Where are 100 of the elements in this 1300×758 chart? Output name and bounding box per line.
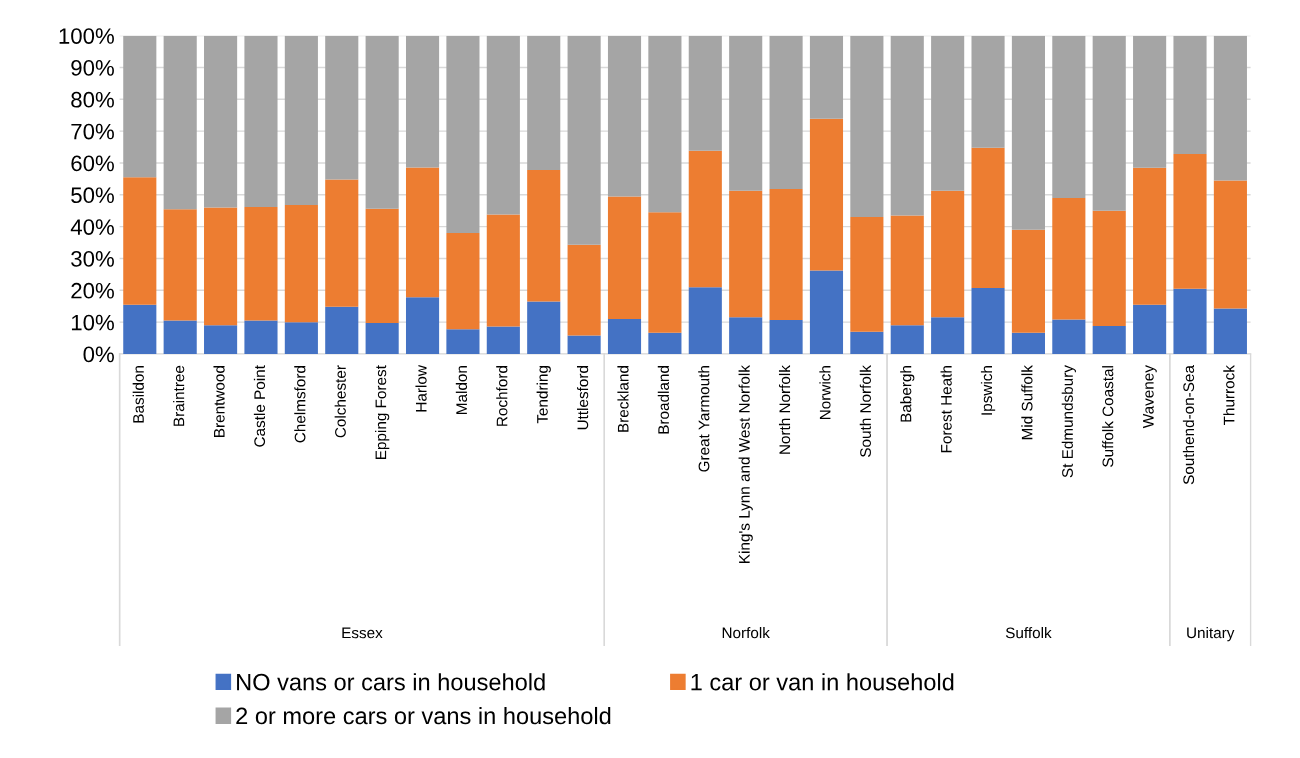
bar: [1092, 35, 1126, 211]
x-tick-label: Maldon: [455, 366, 468, 414]
bar: [1092, 210, 1126, 326]
bar: [809, 270, 844, 354]
bar: [204, 35, 238, 208]
x-tick-label: Chelmsford: [294, 366, 306, 443]
bar: [284, 35, 318, 205]
bar: [163, 209, 197, 321]
bar: [446, 329, 480, 354]
x-tick-label: Rochford: [496, 366, 508, 426]
y-tick-label: 90%: [71, 60, 114, 76]
bar: [123, 177, 157, 305]
x-tick-label: Castle Point: [253, 365, 266, 447]
bar: [931, 190, 965, 318]
bar: [486, 214, 520, 327]
x-tick-label: King's Lynn and West Norfolk: [738, 365, 753, 563]
text: Suffolk: [1005, 627, 1052, 639]
y-tick-label: 80%: [71, 91, 114, 108]
bar: [1133, 304, 1167, 354]
y-tick-label: 40%: [70, 219, 114, 235]
bar: [244, 35, 278, 207]
bar: [931, 317, 965, 354]
legend-label: 1 car or van in household: [691, 673, 954, 691]
x-tick-label: Tendring: [536, 366, 551, 424]
bar: [163, 35, 197, 210]
x-tick-label: Babergh: [900, 366, 915, 422]
bar: [729, 35, 763, 191]
bar: [769, 189, 803, 320]
bar: [648, 212, 682, 333]
bar: [1092, 325, 1126, 354]
bar: [405, 35, 440, 168]
text: Unitary: [1187, 627, 1235, 642]
bar: [284, 322, 318, 354]
bar: [850, 35, 884, 218]
y-tick-label: 100%: [59, 28, 114, 44]
bar: [729, 190, 763, 318]
x-tick-label: Colchester: [334, 365, 346, 438]
bar: [1173, 35, 1207, 155]
bar: [486, 35, 520, 215]
bar: [1052, 35, 1086, 198]
bar: [1213, 35, 1247, 181]
x-tick-label: Epping Forest: [375, 365, 390, 459]
bar: [1052, 197, 1086, 320]
x-tick-label: Basildon: [132, 366, 144, 423]
bar: [365, 35, 399, 209]
x-tick-label: Breckland: [617, 366, 629, 432]
bar: [1052, 319, 1086, 354]
bar: [163, 320, 197, 354]
legend-label: 2 or more cars or vans in household: [236, 706, 611, 725]
bar: [284, 204, 318, 323]
x-tick-label: Uttlesford: [577, 366, 589, 430]
y-tick-label: 0%: [83, 346, 114, 363]
y-tick-label: 60%: [71, 155, 114, 172]
bar: [244, 320, 278, 354]
bar: [567, 244, 601, 336]
x-tick-label: Southend-on-Sea: [1182, 365, 1195, 485]
bar: [486, 326, 520, 354]
bar: [405, 297, 440, 354]
x-tick-label: Harlow: [415, 365, 427, 412]
bar: [607, 35, 642, 197]
x-tick-label: South Norfolk: [859, 365, 871, 457]
x-tick-label: Braintree: [173, 365, 185, 426]
y-tick-label: 50%: [71, 187, 114, 204]
y-tick-label: 30%: [71, 251, 114, 267]
y-tick-label: 10%: [71, 314, 114, 331]
x-tick-label: Waveney: [1143, 365, 1157, 429]
bar: [204, 207, 238, 326]
bar: [971, 35, 1005, 148]
bar: [365, 208, 399, 324]
x-tick-label: Brentwood: [213, 366, 225, 437]
bar: [607, 196, 642, 319]
bar: [1011, 35, 1045, 230]
bar: [1213, 308, 1247, 354]
x-tick-label: Thurrock: [1223, 365, 1235, 426]
bar: [809, 35, 844, 119]
bar: [890, 325, 924, 354]
bar: [1011, 332, 1045, 354]
bar: [1133, 35, 1167, 168]
bar: [325, 179, 359, 307]
bar: [688, 150, 722, 288]
x-tick-label: Broadland: [657, 366, 669, 434]
bar: [204, 325, 238, 354]
x-tick-label: Mid Suffolk: [1021, 365, 1033, 440]
bar: [648, 35, 682, 213]
text: Essex: [342, 627, 383, 639]
bar: [971, 147, 1005, 289]
y-tick-label: 70%: [71, 123, 114, 140]
x-tick-label: Ipswich: [980, 366, 996, 415]
bar: [890, 215, 924, 326]
bar: [1173, 154, 1207, 289]
y-tick-label: 20%: [71, 282, 114, 299]
x-tick-label: Great Yarmouth: [698, 366, 710, 472]
x-tick-label: Norwich: [819, 366, 831, 420]
bar: [365, 323, 399, 354]
bar: [1173, 288, 1207, 354]
bar: [527, 35, 561, 170]
bar: [769, 35, 803, 190]
bar: [325, 306, 359, 354]
bar: [850, 331, 884, 354]
bar: [850, 217, 884, 332]
